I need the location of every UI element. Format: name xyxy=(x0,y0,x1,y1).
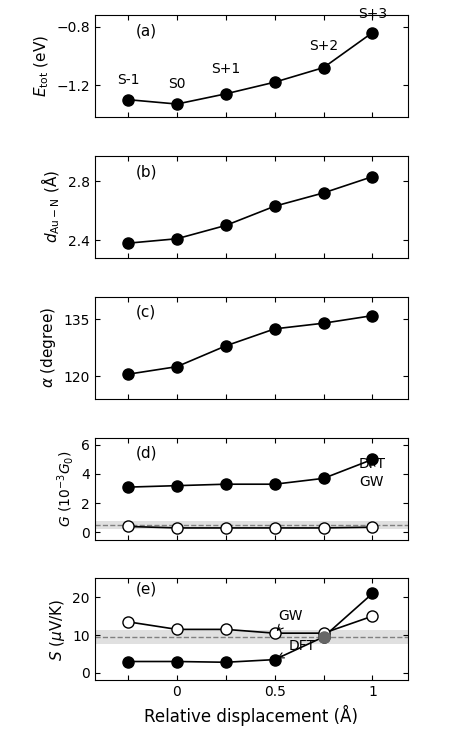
Text: S0: S0 xyxy=(168,77,186,91)
Text: (a): (a) xyxy=(136,23,156,39)
Text: DFT: DFT xyxy=(278,639,315,658)
Text: S-1: S-1 xyxy=(117,73,139,86)
Text: S+1: S+1 xyxy=(211,62,240,76)
Y-axis label: $d_{\mathrm{Au-N}}$ (Å): $d_{\mathrm{Au-N}}$ (Å) xyxy=(40,170,63,243)
Text: GW: GW xyxy=(277,609,303,631)
Y-axis label: $E_{\mathrm{tot}}$ (eV): $E_{\mathrm{tot}}$ (eV) xyxy=(32,35,51,98)
X-axis label: Relative displacement (Å): Relative displacement (Å) xyxy=(144,705,358,726)
Y-axis label: $\alpha$ (degree): $\alpha$ (degree) xyxy=(39,307,58,389)
Text: S+3: S+3 xyxy=(358,7,387,21)
Text: S+2: S+2 xyxy=(309,39,338,53)
Text: (b): (b) xyxy=(136,164,157,179)
Text: DFT: DFT xyxy=(359,457,386,471)
Text: GW: GW xyxy=(359,475,383,488)
Text: (c): (c) xyxy=(136,305,156,320)
Bar xyxy=(95,522,408,528)
Y-axis label: $S$ ($\mu$V/K): $S$ ($\mu$V/K) xyxy=(48,598,67,661)
Bar xyxy=(95,631,408,644)
Text: (e): (e) xyxy=(136,581,157,596)
Text: (d): (d) xyxy=(136,446,157,460)
Y-axis label: $G$ (10$^{-3}G_0$): $G$ (10$^{-3}G_0$) xyxy=(55,451,75,527)
